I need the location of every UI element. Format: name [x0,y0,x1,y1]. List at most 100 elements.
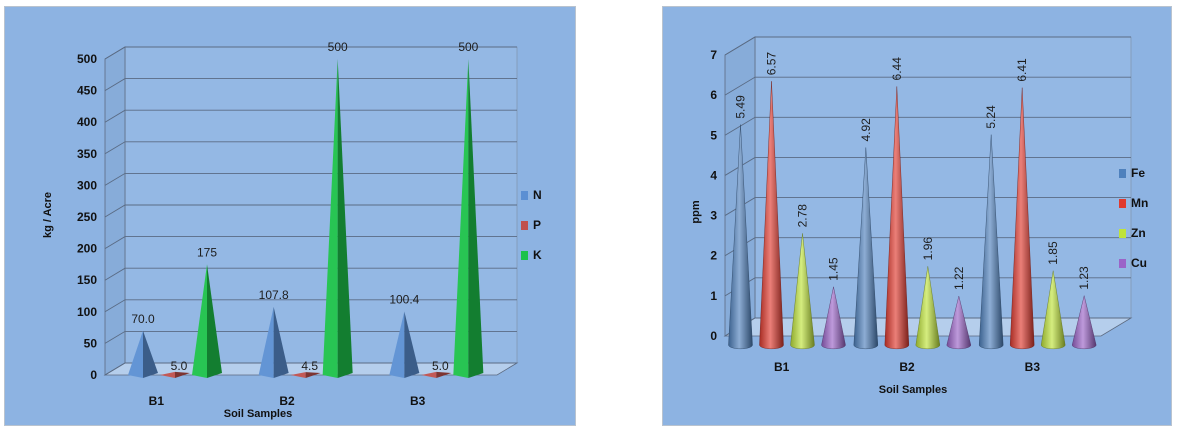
bar-fe-b2 [853,147,879,350]
x-category-label: B1 [149,394,165,408]
legend-swatch [1119,169,1126,178]
data-label: 4.5 [301,359,318,373]
npk-chart-panel: 0 50 100 150 200 250 300 350 400 450 500 70.0 5.0 17… [4,6,576,426]
legend-label: Cu [1131,256,1147,270]
bar-zn-b2 [915,266,941,350]
data-label: 1.45 [827,257,841,281]
npk-legend: N P K [521,188,542,262]
gridline [104,267,517,281]
legend-item-p: P [521,218,541,232]
bar-p-b2 [290,372,321,378]
bar-p-b1 [160,371,190,378]
y-tick-label: 0 [710,329,717,343]
micronutrient-x-categories: B1 B2 B3 [774,360,1040,374]
data-label: 70.0 [131,312,155,326]
y-tick-label: 0 [90,368,97,382]
gridline [104,299,517,313]
micronutrient-legend: Fe Mn Zn Cu [1119,166,1148,270]
npk-data-labels: 70.0 5.0 175 107.8 4.5 500 100.4 5.0 500 [131,40,478,373]
micronutrient-data-labels: 5.49 6.57 2.78 1.45 4.92 6.44 1.96 1.22 5.24 6.41… [734,52,1092,290]
x-category-label: B2 [279,394,295,408]
gridline [104,362,517,376]
micronutrient-chart-panel: 0 1 2 3 4 5 6 7 5.49 6.57 2.78 1.45 4.92 6.44 1.96 1.2… [662,6,1172,426]
data-label: 1.23 [1077,266,1091,290]
bar-k-b3 [453,59,484,378]
legend-swatch [1119,199,1126,208]
y-tick-label: 350 [77,147,97,161]
bar-mn-b2 [884,86,910,350]
gridline [104,46,517,60]
legend-label: N [533,188,542,202]
bar-n-b1 [128,330,158,378]
npk-y-axis-title: kg / Acre [42,192,54,238]
legend-label: P [533,218,541,232]
gridline [104,204,517,218]
npk-y-ticks: 0 50 100 150 200 250 300 350 400 450 500 [77,52,97,382]
data-label: 6.41 [1015,58,1029,82]
legend-item-k: K [521,248,542,262]
bar-fe-b3 [978,134,1004,350]
npk-chart-walls [103,46,519,376]
data-label: 175 [197,245,217,259]
bar-k-b1 [192,264,222,378]
data-label: 500 [458,40,478,54]
legend-item-cu: Cu [1119,256,1147,270]
legend-item-n: N [521,188,542,202]
gridline [724,76,1131,96]
data-label: 2.78 [796,204,810,228]
micronutrient-y-ticks: 0 1 2 3 4 5 6 7 [710,48,717,343]
legend-swatch [521,221,528,230]
legend-label: K [533,248,542,262]
gridline [104,141,517,155]
data-label: 1.22 [952,266,966,290]
data-label: 5.24 [984,105,998,129]
legend-swatch [1119,229,1126,238]
x-category-label: B1 [774,360,790,374]
y-tick-label: 50 [84,336,98,350]
bar-zn-b3 [1040,270,1066,350]
legend-item-mn: Mn [1119,196,1148,210]
y-tick-label: 200 [77,242,97,256]
npk-pyramid-chart: 0 50 100 150 200 250 300 350 400 450 500 70.0 5.0 17… [5,7,575,425]
bar-p-b3 [421,371,452,378]
bar-cu-b1 [821,286,846,350]
bar-mn-b1 [759,81,784,350]
y-tick-label: 7 [710,48,717,62]
bar-cu-b2 [946,295,972,350]
bar-fe-b1 [728,124,753,350]
bar-k-b2 [322,59,353,378]
data-label: 5.0 [171,359,188,373]
gridline [724,197,1131,216]
legend-item-fe: Fe [1119,166,1145,180]
bar-n-b3 [389,311,420,378]
legend-swatch [1119,259,1126,268]
bar-n-b2 [258,306,289,378]
micronutrient-cone-chart: 0 1 2 3 4 5 6 7 5.49 6.57 2.78 1.45 4.92 6.44 1.96 1.2… [663,7,1171,425]
x-category-label: B2 [899,360,915,374]
y-tick-label: 300 [77,178,97,192]
y-tick-label: 500 [77,52,97,66]
y-tick-label: 450 [77,84,97,98]
npk-x-axis-title: Soil Samples [224,408,292,420]
legend-label: Zn [1131,226,1146,240]
y-tick-label: 400 [77,115,97,129]
x-category-label: B3 [410,394,426,408]
data-label: 4.92 [859,118,873,142]
gridline [104,236,517,249]
data-label: 107.8 [259,288,289,302]
y-tick-label: 1 [710,289,717,303]
micronutrient-bars [728,81,1097,350]
x-category-label: B3 [1025,360,1041,374]
npk-bars [128,59,484,378]
bar-mn-b3 [1009,87,1035,350]
back-wall [754,36,1132,319]
npk-x-categories: B1 B2 B3 [149,394,426,408]
gridline [104,330,517,344]
gridline [724,156,1131,176]
legend-item-zn: Zn [1119,226,1146,240]
data-label: 6.57 [765,52,779,76]
legend-label: Fe [1131,166,1145,180]
gridline [724,116,1131,136]
gridline [104,78,517,91]
y-tick-label: 5 [710,128,717,142]
